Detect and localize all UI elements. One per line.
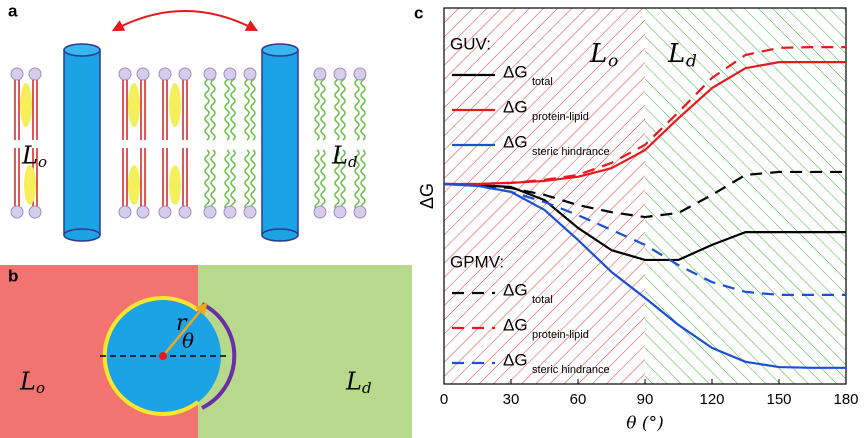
legend-subscript: steric hindrance [532, 364, 610, 376]
legend-title: GPMV: [450, 252, 504, 271]
panel-label: a [8, 1, 18, 20]
swap-arrow [114, 11, 256, 30]
cholesterol [169, 165, 181, 205]
legend-label: ΔG [503, 350, 528, 369]
region-label: L [667, 39, 685, 69]
x-tick-label: 180 [833, 391, 858, 408]
center-dot [159, 352, 167, 360]
lipid-head [314, 68, 326, 80]
lipid-head [204, 68, 216, 80]
lipid-head [179, 206, 191, 218]
legend-subscript: protein-lipid [532, 111, 589, 123]
tail [251, 74, 255, 140]
protein-cylinder [64, 50, 100, 235]
x-axis-label: θ (°) [626, 414, 663, 434]
tail [335, 74, 339, 140]
phase-label: L [345, 368, 362, 396]
tail [321, 74, 325, 140]
x-tick-label: 150 [766, 391, 791, 408]
lipid-head [137, 68, 149, 80]
protein-cylinder [262, 50, 298, 235]
phase-label: L [331, 142, 348, 170]
lipid-head [314, 206, 326, 218]
legend-label: ΔG [503, 315, 528, 334]
lipid-head [29, 68, 41, 80]
page: {"chart_data": {"type": "line", "panel_l… [0, 0, 864, 438]
legend-label: ΔG [503, 62, 528, 81]
tail [205, 74, 209, 140]
lipid-head [244, 206, 256, 218]
legend-title: GUV: [450, 34, 491, 53]
cholesterol [169, 83, 181, 127]
region-subscript: d [686, 52, 697, 72]
legend-label: ΔG [503, 97, 528, 116]
tail [361, 74, 365, 140]
lipid-head [204, 206, 216, 218]
lipid-head [159, 68, 171, 80]
tail [355, 74, 359, 140]
phase-subscript: d [362, 379, 372, 397]
panel-label: c [414, 3, 423, 22]
phase-subscript: d [348, 153, 358, 171]
protein-top [262, 44, 298, 56]
phase-subscript: o [36, 379, 45, 397]
cholesterol [24, 165, 36, 205]
legend-subscript: total [532, 76, 553, 88]
legend-subscript: steric hindrance [532, 146, 610, 158]
x-tick-label: 120 [699, 391, 724, 408]
legend-subscript: protein-lipid [532, 329, 589, 341]
lipid-head [159, 206, 171, 218]
lipid-head [137, 206, 149, 218]
tail [211, 74, 215, 140]
lipid-head [334, 206, 346, 218]
lipid-head [11, 68, 23, 80]
lipid-head [354, 206, 366, 218]
phase-label: L [21, 142, 38, 170]
tail [245, 74, 249, 140]
region-subscript: o [608, 52, 618, 72]
lipid-head [244, 68, 256, 80]
phase-label: L [19, 368, 36, 396]
tail [225, 74, 229, 140]
lipid-head [29, 206, 41, 218]
phase-subscript: o [38, 153, 47, 171]
lipid-head [119, 206, 131, 218]
tail [231, 74, 235, 140]
panel-label: b [8, 266, 18, 285]
x-tick-label: 90 [637, 391, 654, 408]
cholesterol [20, 83, 32, 127]
lipid-head [354, 68, 366, 80]
lipid-head [224, 206, 236, 218]
tail [341, 74, 345, 140]
legend-subscript: total [532, 294, 553, 306]
lipid-head [179, 68, 191, 80]
legend-label: ΔG [503, 280, 528, 299]
y-axis-label: ΔG [417, 183, 437, 209]
tail [315, 74, 319, 140]
figure: a L o L d b r θ L o L d c ΔG θ (°) LoLd0… [0, 0, 864, 438]
angle-label: θ [182, 329, 194, 353]
membrane-diagram [11, 44, 366, 241]
protein-end [262, 229, 298, 241]
protein-top [64, 44, 100, 56]
ld-region [198, 265, 412, 438]
lipid-head [119, 68, 131, 80]
region-label: L [589, 39, 607, 69]
cholesterol [128, 83, 140, 127]
x-tick-label: 30 [503, 391, 520, 408]
lipid-head [334, 68, 346, 80]
x-tick-label: 0 [440, 391, 448, 408]
cholesterol [128, 165, 140, 205]
x-tick-label: 60 [570, 391, 587, 408]
lipid-head [224, 68, 236, 80]
legend-label: ΔG [503, 132, 528, 151]
protein-end [64, 229, 100, 241]
lipid-head [11, 206, 23, 218]
